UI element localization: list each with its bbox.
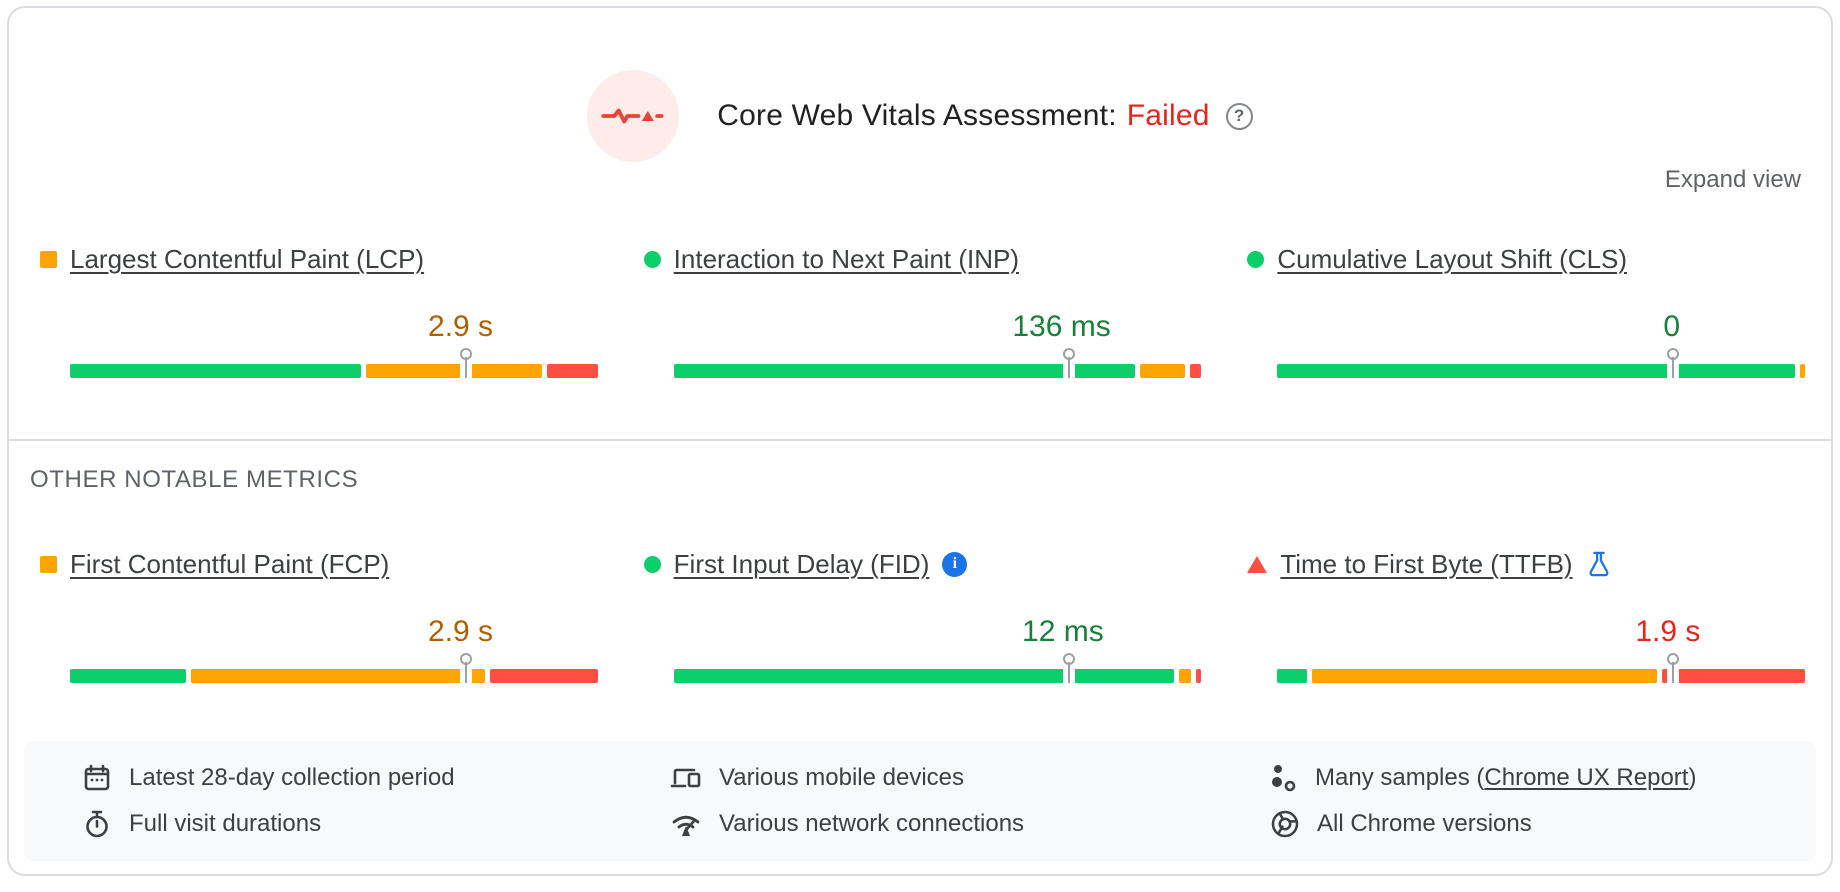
bar-segment-green — [70, 669, 187, 683]
data-collection-footer: Latest 28-day collection period Various … — [24, 741, 1816, 861]
bar-segment-orange — [365, 364, 543, 378]
bar-segment-orange — [1179, 669, 1191, 683]
network-icon — [670, 809, 702, 839]
metric-distribution-bar — [70, 348, 598, 378]
footer-item: Various mobile devices — [670, 763, 1270, 793]
p75-marker-pin — [1063, 653, 1076, 683]
metric-block: Cumulative Layout Shift (CLS) i 0 — [1247, 242, 1805, 378]
bar-segment-red — [1190, 364, 1202, 378]
metric-status-bullet — [1247, 250, 1265, 268]
footer-text: Full visit durations — [129, 810, 322, 837]
core-web-vitals-card: Core Web Vitals Assessment: Failed ? Exp… — [7, 6, 1833, 876]
other-metrics-section-label: OTHER NOTABLE METRICS — [30, 466, 359, 493]
metric-p75-value: 0 — [1663, 310, 1681, 343]
bar-segment-orange — [1311, 669, 1657, 683]
assessment-status: Failed — [1126, 99, 1210, 132]
metric-status-bullet — [643, 555, 661, 573]
footer-text: All Chrome versions — [1317, 810, 1532, 837]
calendar-icon — [82, 763, 112, 793]
expand-view-row: Expand view — [9, 166, 1831, 194]
assessment-title-text: Core Web Vitals Assessment: — [717, 99, 1117, 132]
question-mark-icon[interactable]: ? — [1225, 102, 1253, 130]
footer-item: Full visit durations — [82, 809, 670, 839]
metric-status-bullet — [40, 250, 57, 268]
section-divider — [9, 439, 1831, 441]
metric-p75-value: 136 ms — [1012, 310, 1111, 343]
bar-segment-orange — [1139, 364, 1186, 378]
metric-status-bullet — [1247, 555, 1268, 573]
metric-title-link[interactable]: First Input Delay (FID) — [673, 548, 930, 579]
assessment-title: Core Web Vitals Assessment: Failed ? — [717, 99, 1253, 133]
metric-block: Time to First Byte (TTFB) i 1.9 s — [1247, 547, 1805, 683]
metric-p75-value: 12 ms — [1022, 615, 1104, 648]
samples-icon — [1270, 763, 1298, 793]
metric-status-bullet — [40, 555, 57, 573]
chrome-ux-report-link[interactable]: Chrome UX Report — [1484, 764, 1689, 791]
bar-segment-green — [70, 364, 361, 378]
metric-distribution-bar — [1277, 653, 1805, 683]
footer-text: Various mobile devices — [719, 764, 965, 791]
chrome-icon — [1270, 809, 1300, 839]
bar-segment-red — [490, 669, 598, 683]
metric-block: First Contentful Paint (FCP) i 2.9 s — [40, 547, 598, 683]
metric-distribution-bar — [673, 348, 1202, 378]
bar-segment-green — [1277, 364, 1796, 378]
bar-segment-green — [673, 669, 1175, 683]
metric-block: Largest Contentful Paint (LCP) i 2.9 s — [40, 242, 598, 378]
footer-text: Latest 28-day collection period — [129, 764, 455, 791]
footer-text: ) — [1688, 764, 1697, 791]
stopwatch-icon — [82, 809, 112, 839]
metric-distribution-bar — [70, 653, 598, 683]
bar-segment-orange — [191, 669, 486, 683]
devices-icon — [670, 763, 702, 793]
footer-text: Many samples ( — [1315, 764, 1485, 791]
footer-item: All Chrome versions — [1270, 809, 1816, 839]
bar-segment-green — [1277, 669, 1307, 683]
pulse-icon — [587, 70, 680, 162]
metric-distribution-bar — [1277, 348, 1805, 378]
flask-icon[interactable] — [1586, 549, 1612, 579]
info-icon[interactable]: i — [942, 551, 968, 577]
p75-marker-pin — [1063, 348, 1076, 378]
p75-marker-pin — [1667, 653, 1680, 683]
footer-text: Various network connections — [719, 810, 1025, 837]
metric-status-bullet — [643, 250, 661, 268]
footer-item: Many samples (Chrome UX Report) — [1270, 763, 1816, 793]
metric-title-link[interactable]: Largest Contentful Paint (LCP) — [70, 243, 425, 274]
metric-title-link[interactable]: Interaction to Next Paint (INP) — [673, 243, 1020, 274]
assessment-header: Core Web Vitals Assessment: Failed ? — [9, 8, 1831, 162]
metric-p75-value: 2.9 s — [428, 310, 494, 343]
metric-block: Interaction to Next Paint (INP) i 136 ms — [643, 242, 1202, 378]
core-metrics-row: Largest Contentful Paint (LCP) i 2.9 s I… — [9, 242, 1831, 378]
footer-item: Various network connections — [670, 809, 1270, 839]
metric-p75-value: 2.9 s — [428, 615, 494, 648]
bar-segment-red — [547, 364, 598, 378]
metric-title-link[interactable]: Cumulative Layout Shift (CLS) — [1277, 243, 1628, 274]
bar-segment-green — [673, 364, 1135, 378]
footer-item: Latest 28-day collection period — [82, 763, 670, 793]
p75-marker-pin — [459, 348, 472, 378]
p75-marker-pin — [1667, 348, 1680, 378]
metric-title-link[interactable]: First Contentful Paint (FCP) — [70, 548, 390, 579]
metric-p75-value: 1.9 s — [1635, 615, 1701, 648]
bar-segment-orange — [1800, 364, 1805, 378]
bar-segment-red — [1661, 669, 1805, 683]
expand-view-button[interactable]: Expand view — [1664, 166, 1801, 193]
footer-text-with-link: Many samples (Chrome UX Report) — [1315, 764, 1696, 792]
p75-marker-pin — [459, 653, 472, 683]
metric-distribution-bar — [673, 653, 1202, 683]
other-metrics-row: First Contentful Paint (FCP) i 2.9 s Fir… — [9, 547, 1831, 683]
metric-title-link[interactable]: Time to First Byte (TTFB) — [1280, 548, 1573, 579]
bar-segment-red — [1195, 669, 1202, 683]
metric-block: First Input Delay (FID) i 12 ms — [643, 547, 1202, 683]
